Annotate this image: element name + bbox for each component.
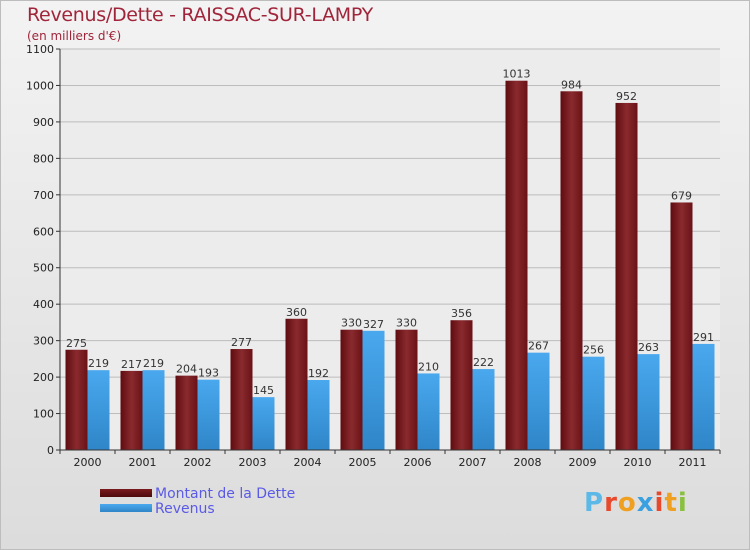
- data-label-dette: 679: [671, 189, 692, 202]
- data-label-revenus: 222: [473, 356, 494, 369]
- y-tick-label: 500: [33, 262, 54, 275]
- data-label-dette: 952: [616, 90, 637, 103]
- y-tick-label: 1100: [26, 43, 54, 56]
- data-label-revenus: 145: [253, 384, 274, 397]
- proxiti-logo: Proxiti: [584, 488, 688, 518]
- data-label-dette: 277: [231, 336, 252, 349]
- data-label-revenus: 193: [198, 367, 219, 380]
- bar-revenus: [142, 370, 165, 450]
- data-label-dette: 984: [561, 78, 582, 91]
- y-tick-label: 900: [33, 116, 54, 129]
- bar-dette: [505, 80, 528, 450]
- bar-revenus: [307, 380, 330, 450]
- grid: [60, 48, 720, 451]
- plot-area: [60, 49, 720, 450]
- x-tick-label: 2011: [679, 456, 707, 469]
- bar-revenus: [252, 397, 275, 450]
- data-label-revenus: 219: [143, 357, 164, 370]
- legend-dette-swatch: [100, 489, 152, 497]
- bar-dette: [560, 91, 583, 451]
- data-label-revenus: 192: [308, 367, 329, 380]
- x-tick-label: 2009: [569, 456, 597, 469]
- axes: 0 100 200 300 400 500 600 700 800 900 1000 1100 2000…: [26, 43, 721, 469]
- x-tick-label: 2005: [349, 456, 377, 469]
- bar-dette: [395, 329, 418, 450]
- bar-dette: [670, 202, 693, 450]
- bar-revenus: [197, 379, 220, 450]
- legend-revenus-label: Revenus: [155, 501, 215, 517]
- bar-dette: [450, 320, 473, 450]
- data-label-revenus: 291: [693, 331, 714, 344]
- data-label-revenus: 263: [638, 341, 659, 354]
- data-label-revenus: 267: [528, 340, 549, 353]
- data-label-dette: 275: [66, 337, 87, 350]
- bar-dette: [65, 349, 88, 450]
- data-label-revenus: 327: [363, 318, 384, 331]
- data-label-revenus: 256: [583, 344, 604, 357]
- bar-revenus: [692, 343, 715, 450]
- x-tick-label: 2010: [624, 456, 652, 469]
- data-label-dette: 330: [341, 317, 362, 330]
- data-label-dette: 330: [396, 317, 417, 330]
- data-label-dette: 204: [176, 363, 197, 376]
- bar-revenus: [527, 352, 550, 450]
- data-label-revenus: 219: [88, 357, 109, 370]
- x-tick-label: 2001: [129, 456, 157, 469]
- x-tick-label: 2003: [239, 456, 267, 469]
- bar-dette: [615, 102, 638, 450]
- logo-letter: i: [654, 488, 665, 518]
- bar-dette: [340, 329, 363, 450]
- data-label-dette: 356: [451, 307, 472, 320]
- bar-revenus: [582, 356, 605, 450]
- bar-dette: [230, 349, 253, 450]
- y-tick-label: 100: [33, 408, 54, 421]
- y-tick-label: 1000: [26, 79, 54, 92]
- logo-letter: P: [584, 488, 605, 518]
- data-label-dette: 1013: [503, 68, 531, 81]
- data-label-dette: 217: [121, 358, 142, 371]
- legend-dette-label: Montant de la Dette: [155, 486, 296, 502]
- y-tick-label: 200: [33, 371, 54, 384]
- logo-letter: o: [617, 488, 637, 518]
- bar-dette: [120, 370, 143, 450]
- logo-letter: t: [664, 488, 678, 518]
- logo-letter: i: [677, 488, 688, 518]
- logo-letter: x: [636, 488, 655, 518]
- bar-revenus: [417, 373, 440, 450]
- y-tick-label: 800: [33, 152, 54, 165]
- chart-subtitle: (en milliers d'€): [27, 29, 122, 43]
- y-tick-label: 700: [33, 189, 54, 202]
- bar-dette: [175, 375, 198, 450]
- bar-revenus: [87, 370, 110, 450]
- x-tick-label: 2008: [514, 456, 542, 469]
- y-tick-label: 400: [33, 298, 54, 311]
- legend-revenus-swatch: [100, 504, 152, 512]
- bar-revenus: [362, 330, 385, 450]
- x-tick-label: 2006: [404, 456, 432, 469]
- x-tick-label: 2000: [74, 456, 102, 469]
- y-tick-label: 300: [33, 335, 54, 348]
- data-label-dette: 360: [286, 306, 307, 319]
- logo-letter: r: [604, 488, 618, 518]
- x-tick-label: 2002: [184, 456, 212, 469]
- y-tick-label: 0: [47, 444, 54, 457]
- x-tick-label: 2007: [459, 456, 487, 469]
- bar-revenus: [472, 369, 495, 450]
- y-tick-label: 600: [33, 225, 54, 238]
- x-tick-label: 2004: [294, 456, 322, 469]
- bar-dette: [285, 318, 308, 450]
- legend-swatches: [100, 489, 152, 512]
- chart-title: Revenus/Dette - RAISSAC-SUR-LAMPY: [27, 4, 373, 26]
- bar-revenus: [637, 354, 660, 450]
- data-label-revenus: 210: [418, 360, 439, 373]
